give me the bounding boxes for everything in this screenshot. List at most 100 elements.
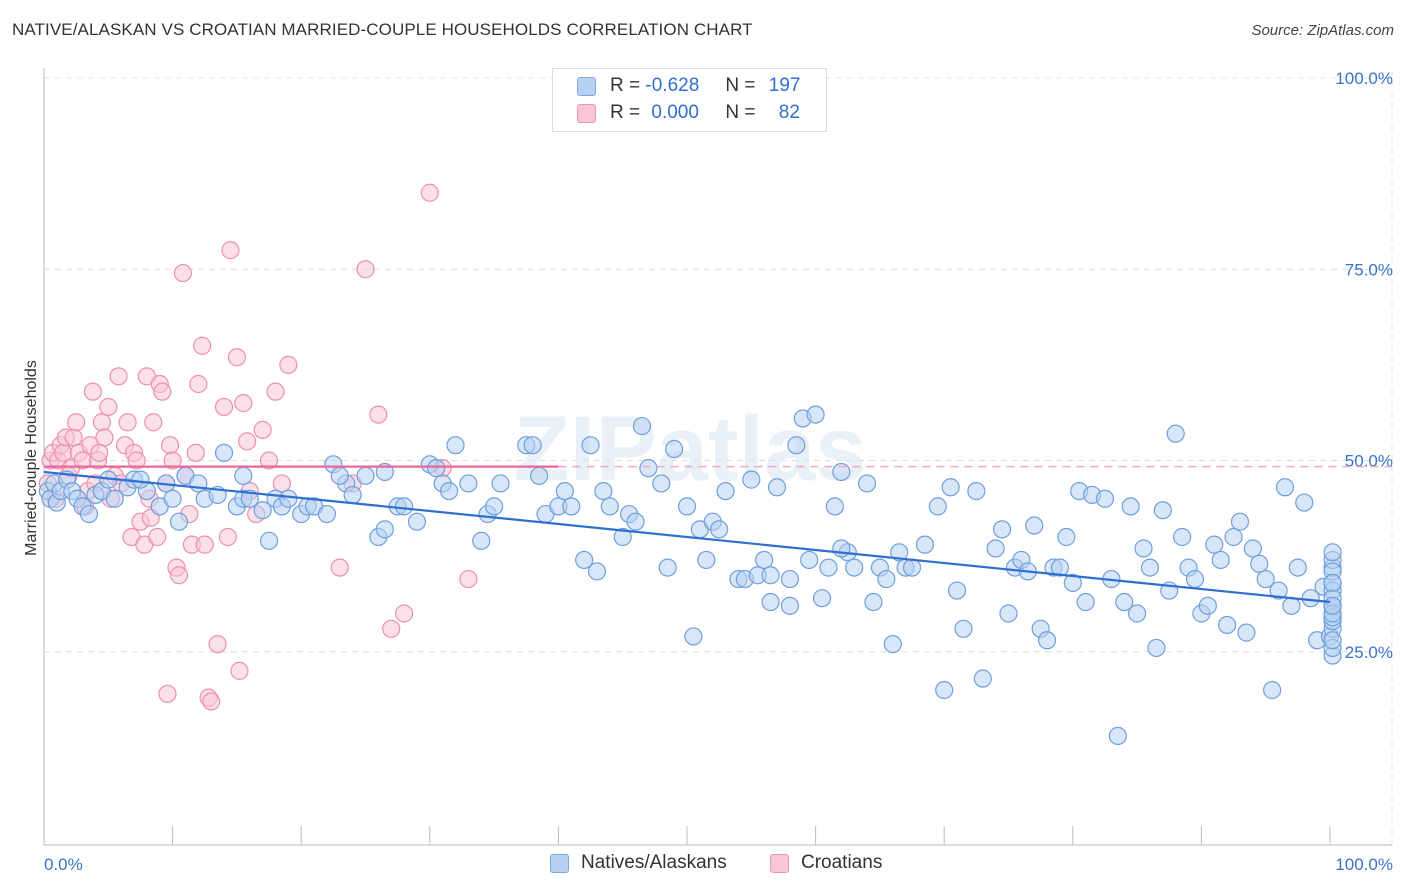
croatians-point (266, 382, 285, 401)
natives-point (1057, 527, 1076, 547)
natives-point (446, 436, 465, 455)
natives-point (1147, 638, 1166, 658)
natives-point (1134, 539, 1153, 558)
croatians-point (99, 397, 118, 417)
natives-point (1095, 489, 1115, 508)
natives-point (523, 436, 542, 455)
natives-point (79, 504, 99, 524)
y-tick-labels: 25.0% 50.0% 75.0% 100.0% (1335, 69, 1393, 662)
croatians-point (109, 367, 128, 386)
natives-point (845, 558, 864, 577)
natives-point (716, 482, 735, 501)
natives-point (935, 680, 954, 700)
legend-item-natives[interactable]: Natives/Alaskans (550, 852, 727, 874)
natives-point (317, 504, 337, 524)
natives-point (581, 436, 600, 455)
natives-point (1211, 550, 1230, 570)
croatians-point (369, 405, 388, 424)
natives-point (915, 535, 935, 554)
natives-swatch (577, 76, 596, 96)
natives-point (877, 569, 896, 589)
natives-point (986, 539, 1005, 558)
y-tick-label-25: 25.0% (1345, 643, 1393, 662)
croatians-points (38, 183, 478, 711)
legend-row-natives: R = -0.628 N = 197 (577, 73, 800, 99)
natives-legend-label: Natives/Alaskans (581, 852, 727, 873)
croatians-point (64, 428, 83, 447)
natives-point (330, 466, 349, 485)
natives-point (407, 512, 427, 531)
croatians-point (279, 355, 298, 374)
natives-point (787, 436, 806, 455)
croatians-point (459, 569, 478, 589)
natives-point (562, 497, 581, 516)
x-tick-labels: 0.0% 100.0% (44, 855, 1393, 874)
natives-point (555, 482, 574, 501)
croatians-point (202, 692, 221, 711)
natives-point (279, 489, 298, 508)
natives-point (1269, 581, 1288, 600)
natives-point (761, 592, 780, 612)
croatians-point (193, 336, 212, 355)
natives-point (780, 569, 799, 589)
croatians-point (218, 527, 237, 547)
natives-point (780, 596, 799, 615)
legend-item-croatians[interactable]: Croatians (770, 852, 882, 874)
croatians-point (234, 394, 253, 413)
natives-point (1275, 478, 1295, 497)
natives-point (1256, 569, 1275, 589)
natives-point (427, 459, 446, 478)
natives-point (825, 497, 844, 516)
natives-point (1076, 592, 1095, 612)
natives-point (259, 531, 279, 550)
x-tick-label-100: 100.0% (1335, 855, 1393, 874)
natives-point (806, 405, 825, 424)
croatians-point (163, 451, 182, 470)
natives-point (992, 520, 1012, 539)
croatians-point (227, 348, 246, 367)
natives-point (967, 482, 986, 501)
natives-point (941, 478, 960, 497)
natives-point (761, 566, 780, 585)
natives-point (652, 474, 671, 493)
trend-lines (43, 465, 1392, 604)
croatians-point (169, 566, 189, 585)
natives-point (1153, 501, 1172, 520)
natives-point (1166, 424, 1185, 443)
n-label: N = (725, 102, 756, 123)
natives-point (343, 485, 362, 505)
natives-point (240, 489, 259, 508)
croatians-point (259, 451, 279, 470)
natives-point (189, 474, 208, 493)
natives-point (1323, 631, 1342, 650)
croatians-point (208, 634, 227, 654)
natives-point (472, 531, 491, 550)
natives-point (375, 520, 394, 539)
croatians-legend-label: Croatians (801, 852, 883, 873)
natives-point (883, 634, 902, 654)
natives-point (1323, 543, 1342, 562)
r-label: R = (610, 102, 641, 123)
natives-point (658, 558, 677, 577)
natives-point (1050, 558, 1070, 577)
natives-point (613, 527, 632, 547)
croatians-point (144, 413, 163, 432)
natives-point (947, 581, 967, 600)
natives-n-value: 197 (768, 75, 801, 96)
croatians-n-value: 82 (778, 102, 800, 123)
natives-point (902, 558, 922, 577)
natives-point (1037, 631, 1057, 650)
natives-point (131, 470, 150, 489)
natives-point (1237, 623, 1256, 642)
croatians-point (153, 382, 172, 401)
croatians-point (92, 413, 111, 432)
natives-point (356, 466, 375, 485)
natives-point (1140, 558, 1160, 577)
series-legend: Natives/Alaskans Croatians (0, 852, 1406, 876)
croatians-point (253, 420, 272, 439)
natives-points (38, 405, 1342, 746)
croatians-point (221, 241, 240, 260)
natives-point (600, 497, 619, 516)
source-label: Source: ZipAtlas.com (1251, 22, 1394, 39)
